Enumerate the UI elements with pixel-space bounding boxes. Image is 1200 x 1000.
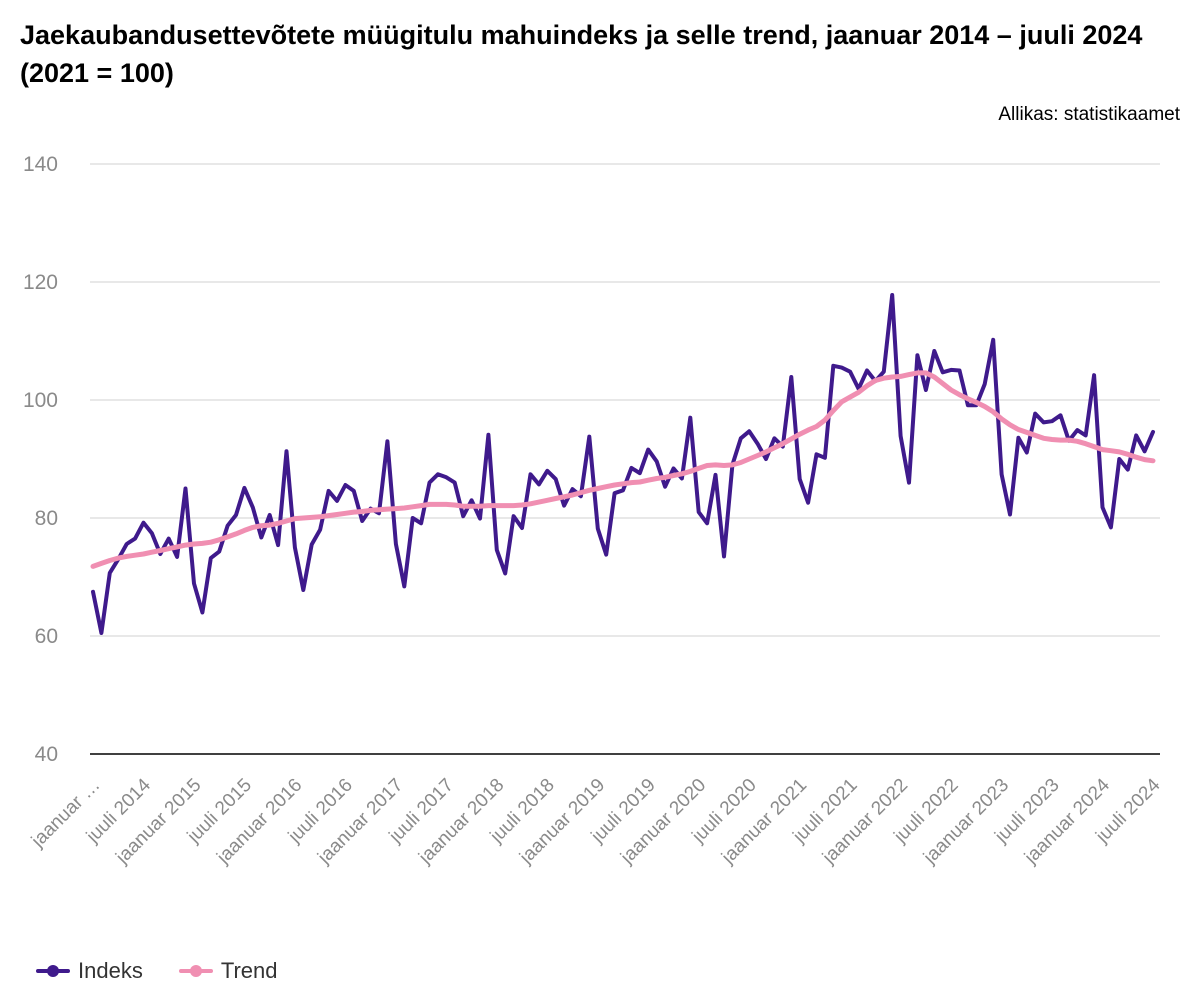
- legend-symbol-trend: [178, 965, 213, 977]
- y-tick-label-40: 40: [35, 743, 58, 766]
- source-label: Allikas: statistikaamet: [998, 104, 1180, 125]
- chart-title: Jaekaubandusettevõtete müügitulu mahuind…: [20, 20, 1143, 88]
- y-tick-label-100: 100: [23, 389, 58, 412]
- legend-label-trend: Trend: [220, 958, 278, 983]
- y-tick-label-60: 60: [35, 625, 58, 648]
- legend-label-indeks: Indeks: [78, 958, 143, 983]
- legend: Indeks Trend: [36, 958, 313, 984]
- series-line-indeks[interactable]: [91, 293, 1155, 635]
- y-tick-label-80: 80: [35, 507, 58, 530]
- legend-symbol-indeks: [36, 965, 70, 977]
- y-tick-label-140: 140: [23, 153, 58, 176]
- legend-item-trend[interactable]: Trend: [178, 958, 278, 984]
- series-lines: [90, 293, 1156, 635]
- y-axis-tick-labels: 140 120 100 80 60 40: [23, 153, 58, 766]
- series-line-trend[interactable]: [90, 370, 1156, 569]
- grid-lines: [90, 163, 1160, 755]
- legend-item-indeks[interactable]: Indeks: [36, 958, 143, 984]
- y-tick-label-120: 120: [23, 271, 58, 294]
